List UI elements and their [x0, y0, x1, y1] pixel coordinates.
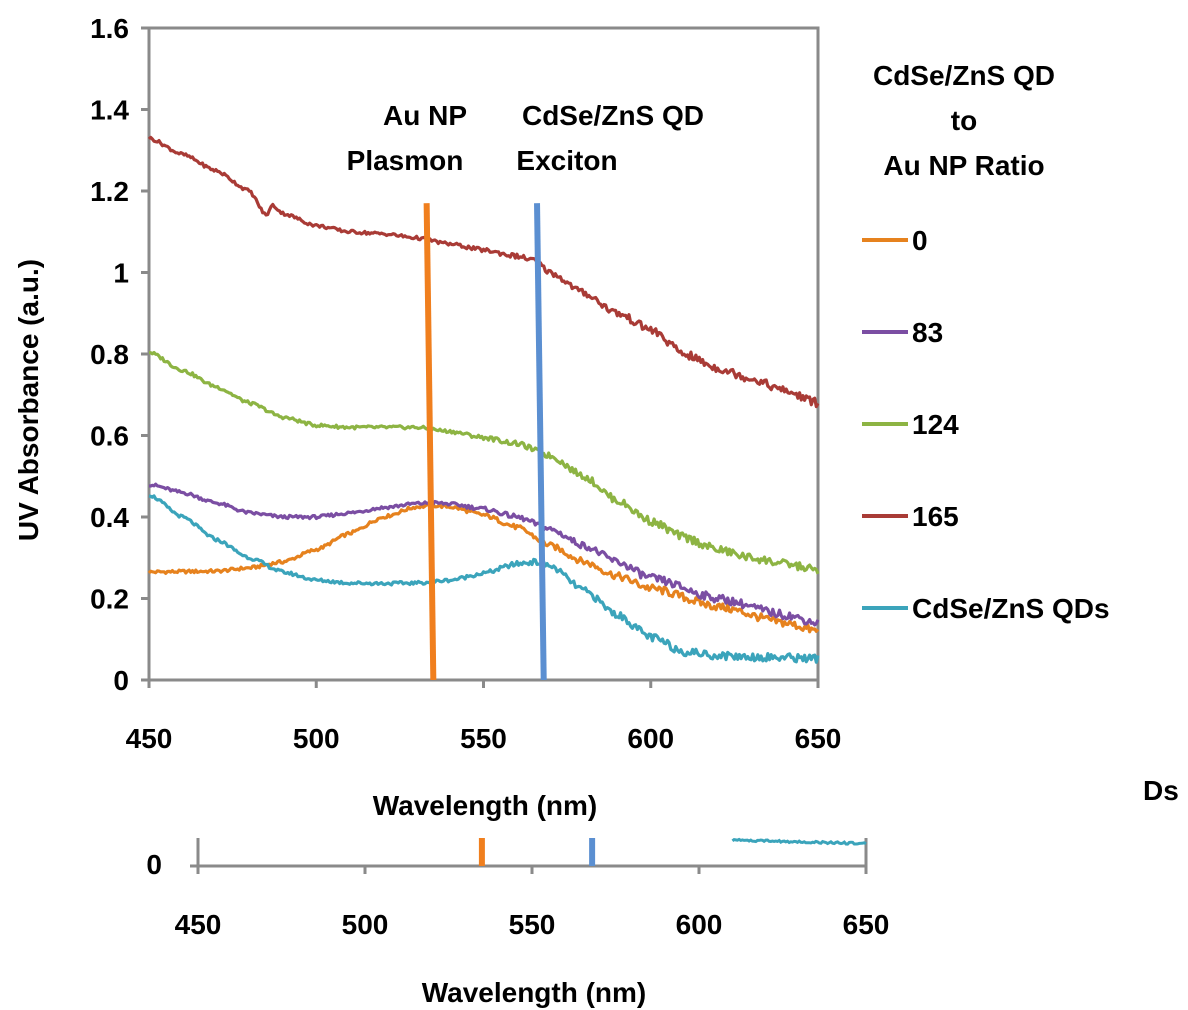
y-axis-title: UV Absorbance (a.u.)	[13, 259, 44, 541]
y-tick-label: 1.4	[90, 95, 129, 126]
secondary-y-tick-0: 0	[146, 849, 162, 880]
legend: 0 83 124 165 CdSe/ZnS QDs	[862, 225, 1110, 624]
series-line-124	[149, 350, 820, 575]
tick-labels: 0 0.2 0.4 0.6 0.8 1 1.2 1.4 1.6 450 500 550 600 650	[90, 13, 841, 754]
series-lines	[147, 135, 820, 664]
legend-title-line-3: Au NP Ratio	[883, 150, 1044, 181]
legend-title-line-1: CdSe/ZnS QD	[873, 60, 1055, 91]
secondary-x-tick-label: 600	[676, 909, 723, 940]
reference-lines	[423, 203, 547, 681]
secondary-x-tick-label: 450	[175, 909, 222, 940]
y-tick-label: 1	[113, 258, 129, 289]
y-tick-label: 1.6	[90, 13, 129, 44]
plot-frame	[147, 26, 820, 682]
x-tick-label: 450	[126, 723, 173, 754]
main-plot-axes	[141, 26, 820, 688]
legend-label: 124	[912, 409, 959, 440]
series-line-83	[148, 482, 820, 627]
secondary-qd-tail	[731, 837, 867, 846]
secondary-x-tick-label: 650	[843, 909, 890, 940]
exciton-label-line-2: Exciton	[516, 145, 617, 176]
secondary-axis: 450 500 550 600 650	[175, 837, 890, 940]
plasmon-label-line-2: Plasmon	[347, 145, 464, 176]
legend-title-line-2: to	[951, 105, 977, 136]
x-tick-label: 600	[627, 723, 674, 754]
secondary-x-axis-title: Wavelength (nm)	[422, 977, 647, 1008]
y-tick-label: 1.2	[90, 176, 129, 207]
secondary-x-tick-label: 550	[509, 909, 556, 940]
legend-label: 165	[912, 501, 959, 532]
series-line-165	[147, 135, 820, 409]
series-line-0	[147, 502, 820, 634]
x-tick-label: 550	[460, 723, 507, 754]
secondary-x-tick-label: 500	[342, 909, 389, 940]
legend-label: 0	[912, 225, 928, 256]
exciton-reference-line	[534, 203, 547, 681]
plasmon-reference-line	[423, 203, 437, 681]
legend-label: 83	[912, 317, 943, 348]
legend-label: CdSe/ZnS QDs	[912, 593, 1110, 624]
y-tick-label: 0	[113, 665, 129, 696]
y-tick-label: 0.8	[90, 339, 129, 370]
y-tick-label: 0.4	[90, 502, 129, 533]
x-axis-title: Wavelength (nm)	[373, 790, 598, 821]
stray-text: Ds	[1143, 775, 1179, 806]
plasmon-label-line-1: Au NP	[383, 100, 467, 131]
exciton-label-line-1: CdSe/ZnS QD	[522, 100, 704, 131]
series-line-cdse-zns-qds	[148, 494, 820, 664]
y-tick-label: 0.6	[90, 421, 129, 452]
x-tick-label: 500	[293, 723, 340, 754]
x-tick-label: 650	[795, 723, 842, 754]
y-tick-label: 0.2	[90, 584, 129, 615]
